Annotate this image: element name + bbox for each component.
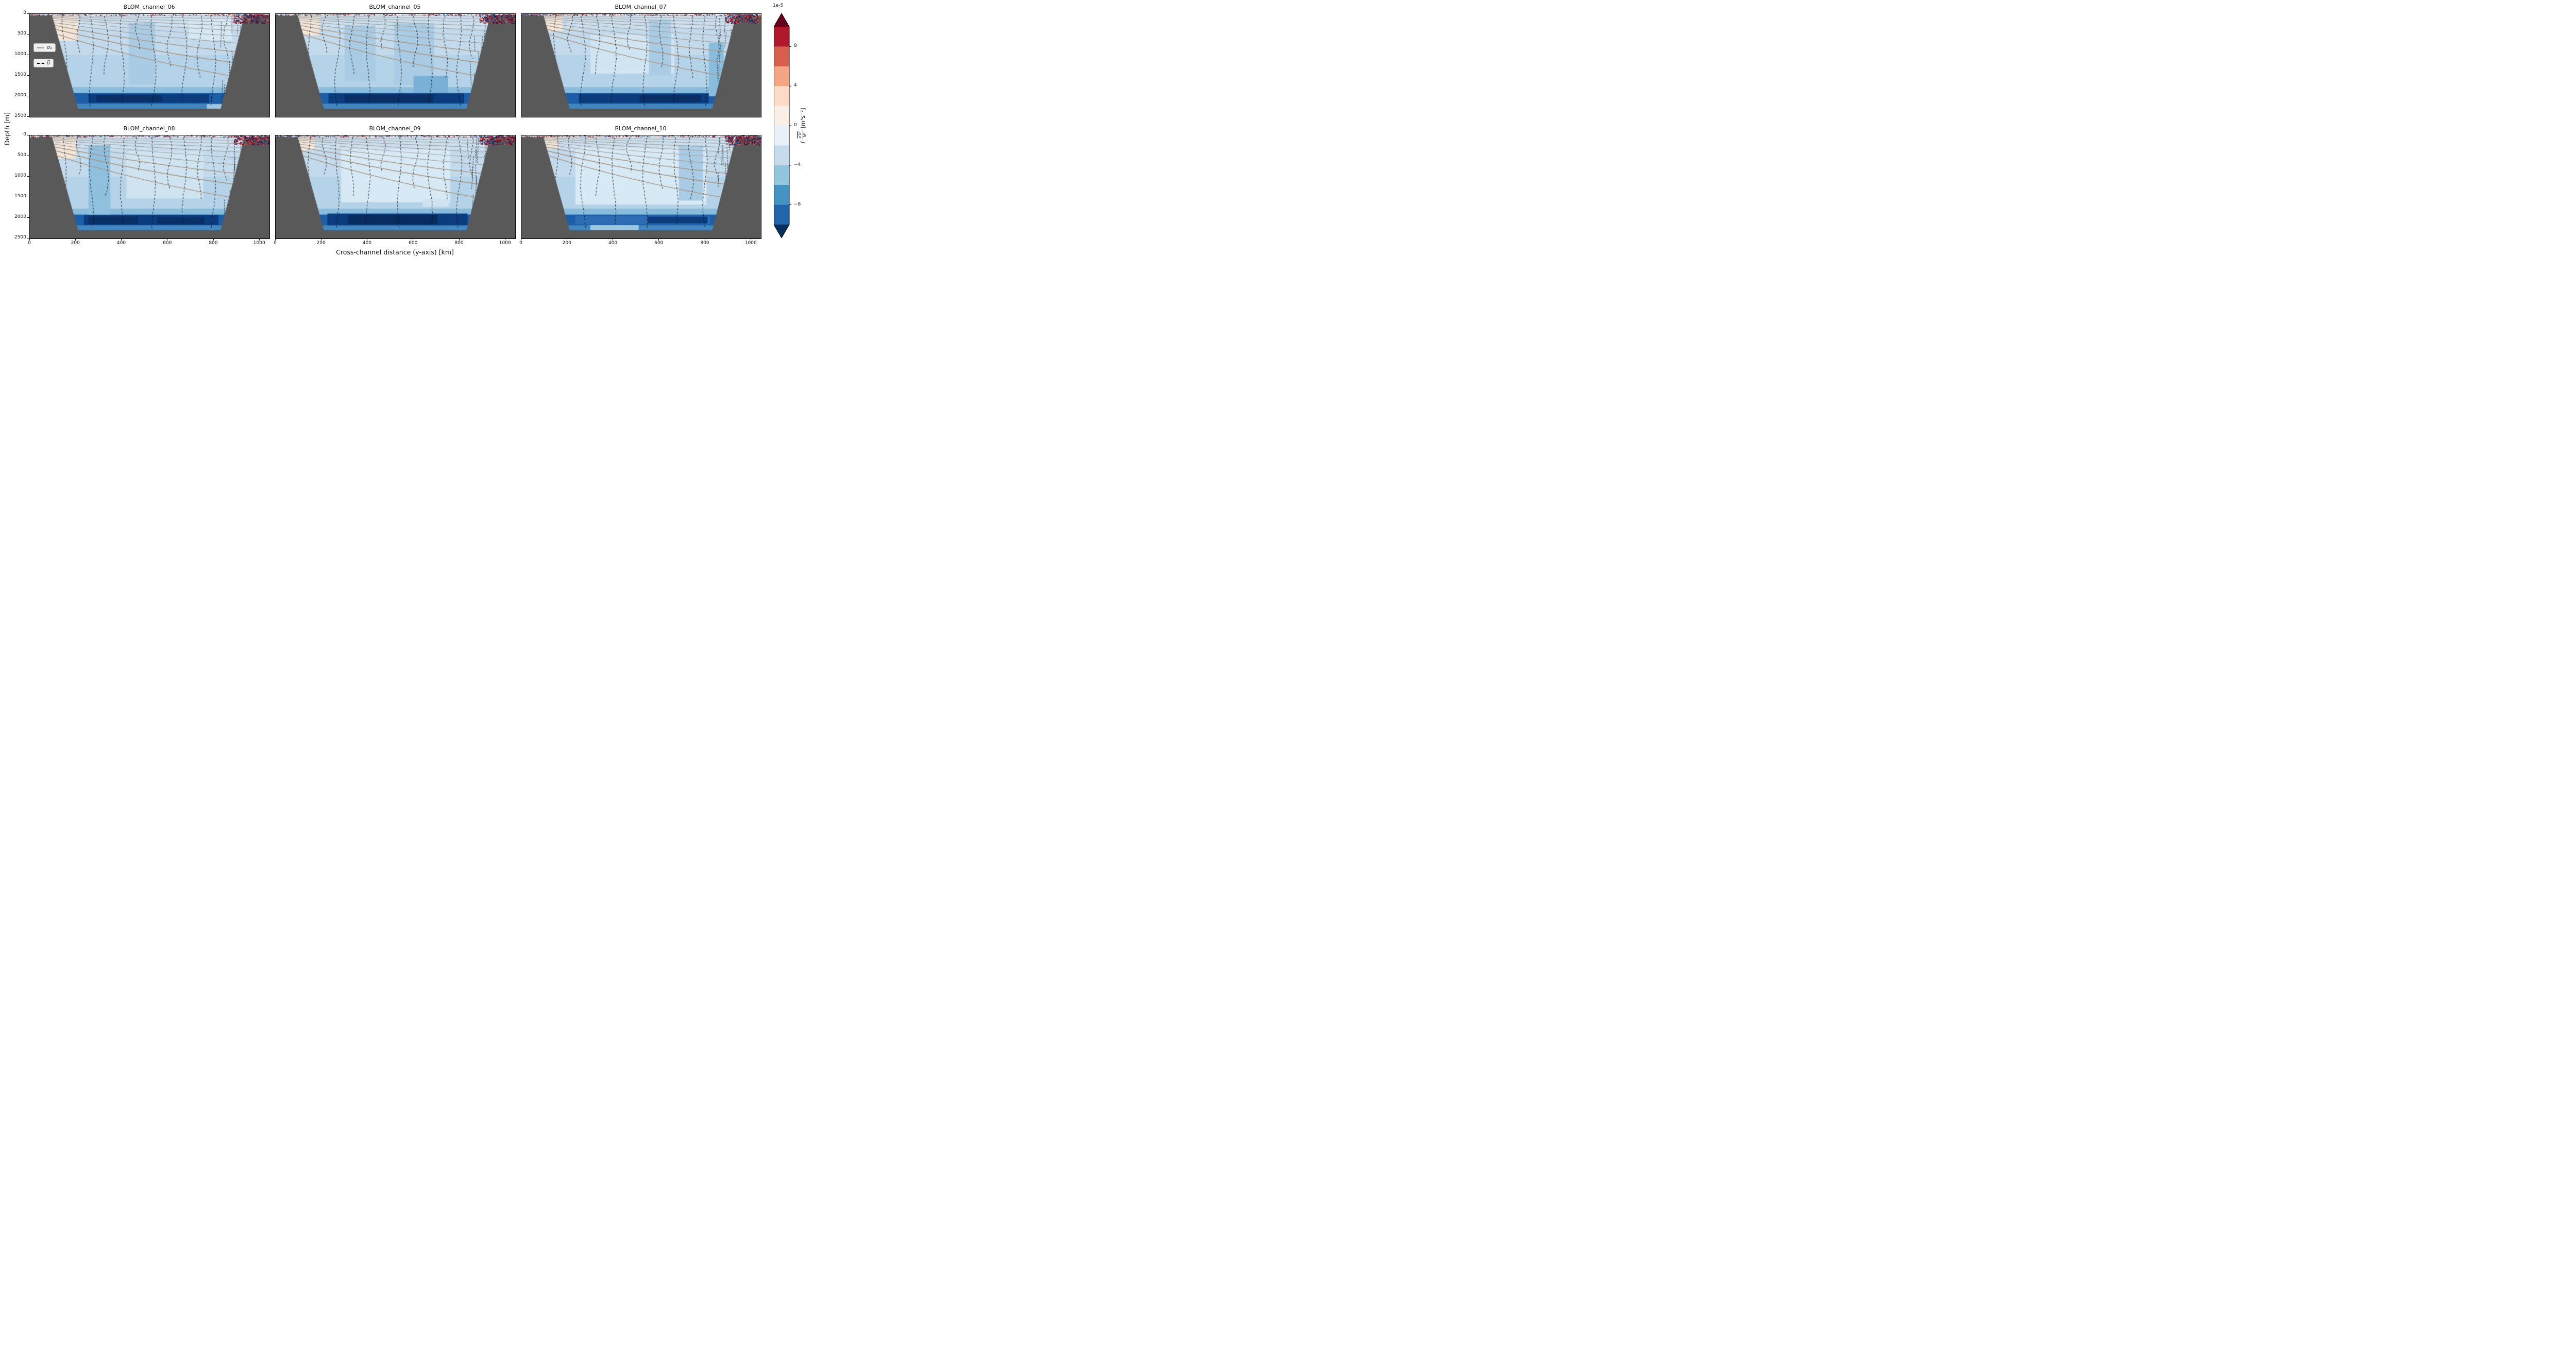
panel-title: BLOM_channel_09: [369, 125, 421, 132]
legend-sigma2: σ₂: [33, 43, 56, 52]
panel: BLOM_channel_09 0 200 400 600 800 1000: [274, 125, 516, 246]
x-tick-label: 800: [700, 241, 709, 246]
x-tick-mark: [75, 238, 76, 241]
panel-title: BLOM_channel_05: [369, 4, 421, 10]
figure: Depth [m] Cross-channel distance (y-axis…: [0, 0, 815, 275]
y-tick-label: 2000: [14, 93, 26, 98]
x-tick-label: 600: [409, 241, 418, 246]
colorbar-label-denominator: N²: [802, 132, 807, 138]
colorbar-label-fraction: v′b′ N²: [798, 130, 808, 140]
y-tick-mark: [27, 116, 29, 117]
x-tick-label: 600: [654, 241, 664, 246]
x-tick-label: 0: [274, 241, 277, 246]
y-tick-label: 1000: [14, 52, 26, 57]
heatmap-canvas: [275, 13, 516, 117]
colorbar: [774, 13, 791, 238]
colorbar-tick-label: −4: [794, 162, 801, 167]
panel: BLOM_channel_05: [275, 4, 516, 117]
heatmap-canvas: [29, 135, 270, 239]
x-tick-label: 1000: [744, 241, 757, 246]
panel: BLOM_channel_10 0 200 400 600 800 1000: [519, 125, 761, 246]
x-tick-label: 400: [362, 241, 372, 246]
colorbar-tick-label: −8: [794, 201, 801, 207]
x-tick-label: 1000: [499, 241, 511, 246]
y-tick-label: 500: [17, 31, 26, 36]
y-tick-label: 2500: [14, 113, 26, 118]
x-tick-mark: [259, 238, 260, 241]
x-tick-mark: [29, 238, 30, 241]
colorbar-tick-label: 4: [794, 83, 797, 89]
y-tick-label: 1500: [14, 72, 26, 77]
legend-ubar-label: u̅: [47, 60, 50, 66]
colorbar-label-units: [m³s⁻²]: [799, 108, 806, 129]
x-tick-label: 1000: [253, 241, 265, 246]
x-tick-label: 800: [209, 241, 218, 246]
panel-title: BLOM_channel_06: [123, 4, 175, 10]
x-tick-mark: [658, 238, 659, 241]
heatmap-canvas: [521, 135, 761, 239]
y-tick-mark: [27, 33, 29, 35]
y-tick-label: 500: [17, 152, 26, 158]
heatmap-canvas: [29, 13, 270, 117]
panel-title: BLOM_channel_10: [615, 125, 667, 132]
y-tick-label: 1000: [14, 173, 26, 178]
x-tick-label: 0: [28, 241, 31, 246]
x-tick-label: 400: [116, 241, 126, 246]
y-tick-mark: [27, 75, 29, 76]
y-tick-label: 0: [23, 132, 26, 137]
x-tick-label: 200: [71, 241, 80, 246]
legend-ubar: u̅: [33, 59, 54, 67]
y-tick-mark: [27, 176, 29, 177]
x-tick-mark: [459, 238, 460, 241]
y-tick-label: 1500: [14, 194, 26, 199]
panel: BLOM_channel_06 σ₂ u̅ 0 500 1000 1500 2000 25…: [14, 4, 270, 118]
colorbar-label-f: f: [799, 141, 806, 144]
x-tick-label: 800: [454, 241, 464, 246]
x-tick-label: 600: [163, 241, 172, 246]
panel-title: BLOM_channel_08: [123, 125, 175, 132]
y-tick-mark: [27, 217, 29, 218]
colorbar-tick-label: 8: [794, 43, 797, 49]
colorbar-tick-label: 0: [794, 123, 797, 128]
colorbar-scale-label: 1e-5: [773, 3, 784, 8]
y-tick-label: 2500: [14, 235, 26, 240]
x-tick-label: 400: [608, 241, 618, 246]
legend-sigma2-label: σ₂: [47, 45, 53, 50]
x-tick-mark: [275, 238, 276, 241]
x-axis-label: Cross-channel distance (y-axis) [km]: [336, 248, 454, 256]
x-tick-mark: [121, 238, 122, 241]
panel: BLOM_channel_07: [521, 4, 761, 117]
x-tick-mark: [213, 238, 214, 241]
y-tick-label: 2000: [14, 214, 26, 219]
y-tick-mark: [27, 13, 29, 14]
heatmap-canvas: [521, 13, 761, 117]
x-tick-label: 0: [519, 241, 522, 246]
ubar-line-sample: [37, 62, 44, 64]
panel-title: BLOM_channel_07: [615, 4, 667, 10]
x-tick-label: 200: [562, 241, 571, 246]
heatmap-canvas: [275, 135, 516, 239]
sigma2-line-sample: [37, 47, 44, 48]
y-tick-label: 0: [23, 10, 26, 15]
x-tick-label: 200: [316, 241, 326, 246]
panel: BLOM_channel_08 0 500 1000 1500 2000 2500 0 200…: [14, 125, 270, 246]
